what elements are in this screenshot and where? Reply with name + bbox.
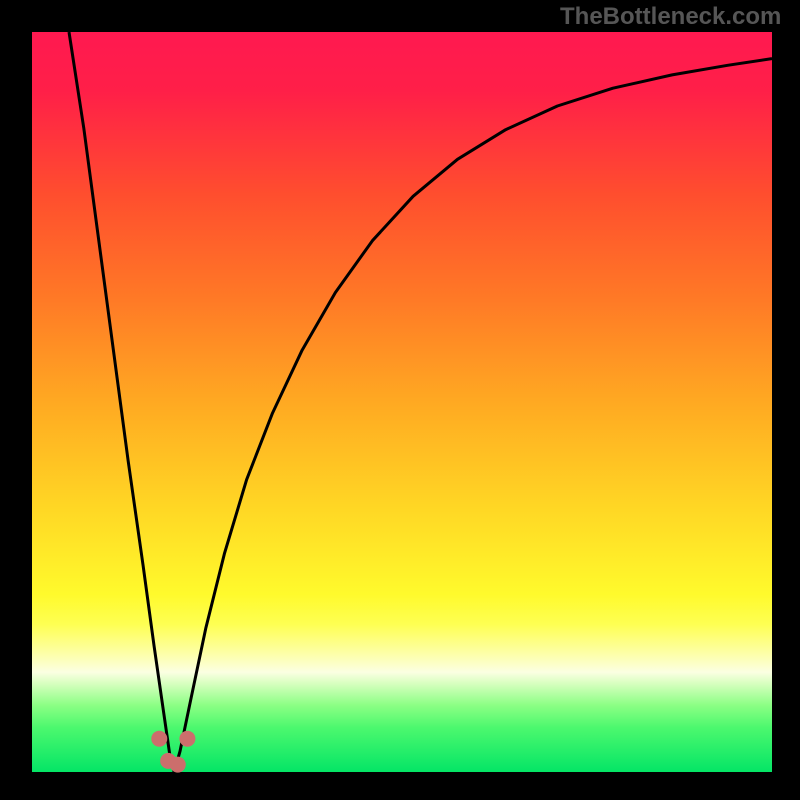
bottleneck-chart xyxy=(0,0,800,800)
data-marker xyxy=(179,731,195,747)
chart-container: TheBottleneck.com xyxy=(0,0,800,800)
data-marker xyxy=(151,731,167,747)
watermark-text: TheBottleneck.com xyxy=(560,3,781,31)
data-marker xyxy=(170,757,186,773)
chart-background xyxy=(32,32,772,772)
